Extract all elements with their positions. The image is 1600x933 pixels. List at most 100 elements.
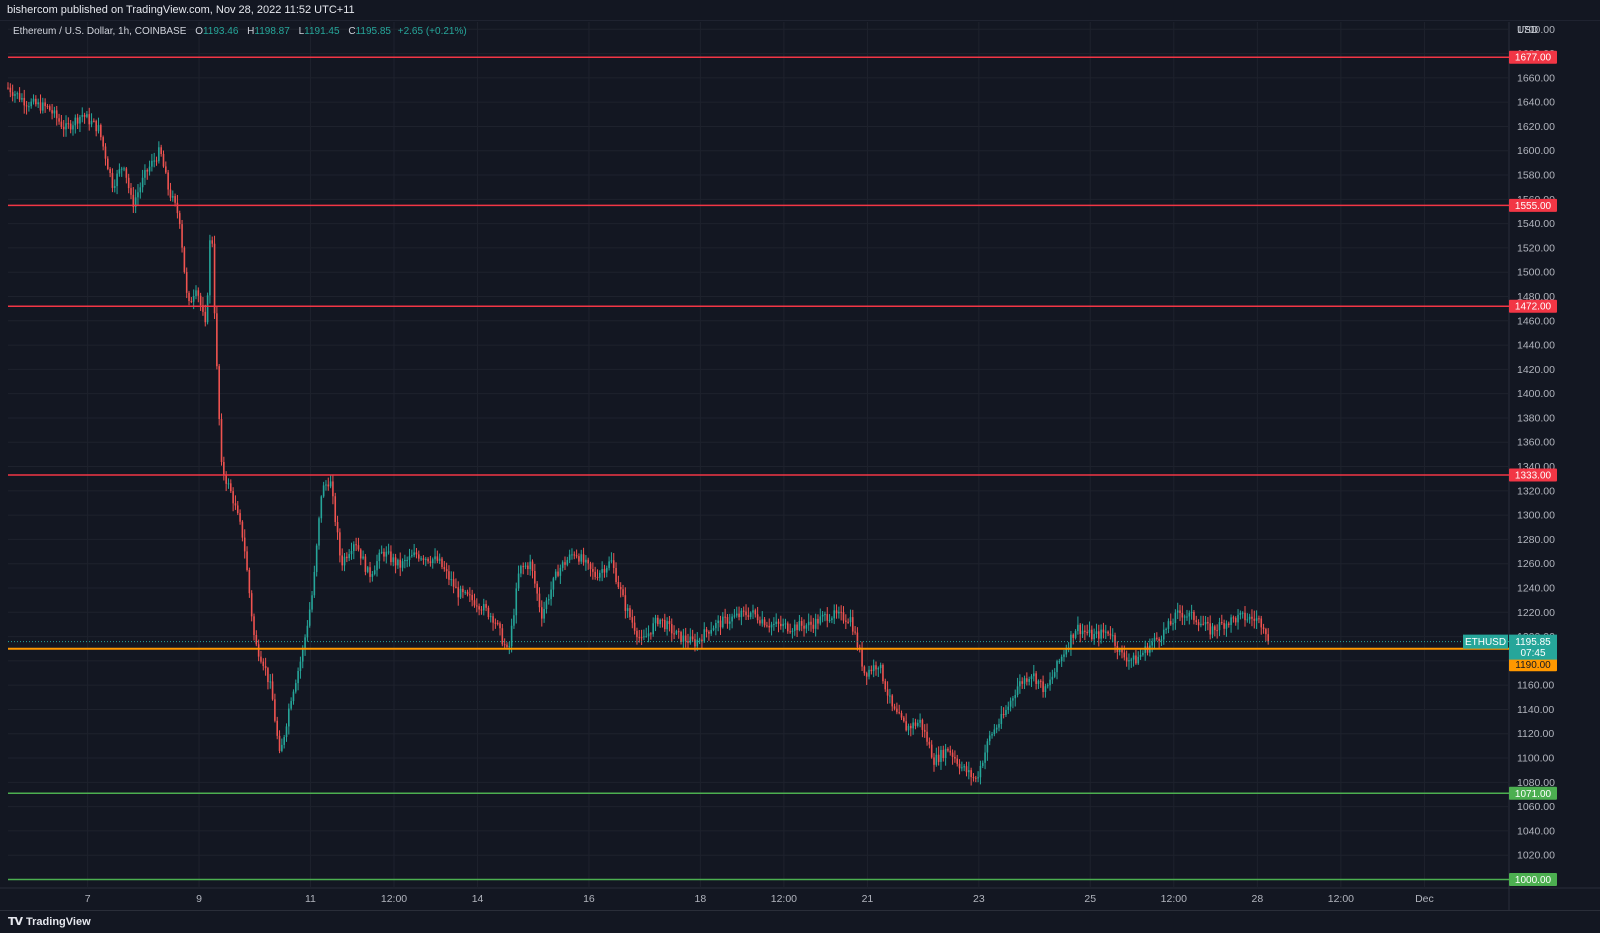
candle-up: [450, 571, 453, 587]
candle-up: [545, 597, 548, 614]
candle-body: [125, 168, 128, 178]
candle-body: [828, 619, 831, 621]
candle-down: [668, 615, 671, 632]
candle-body: [540, 607, 543, 619]
candle-body: [845, 620, 847, 622]
candle-down: [886, 681, 889, 704]
y-tick-label: 1460.00: [1517, 315, 1555, 327]
candle-body: [1033, 673, 1035, 677]
candle-down: [930, 740, 933, 759]
candle-body: [1088, 629, 1091, 634]
candle-body: [322, 485, 325, 497]
candle-down: [661, 618, 664, 628]
candle-body: [25, 105, 28, 107]
candle-down: [211, 236, 214, 248]
candle-body: [14, 94, 16, 96]
candle-down: [1260, 615, 1263, 635]
candle-body: [861, 649, 863, 667]
candle-up: [144, 164, 146, 186]
candle-down: [441, 556, 443, 570]
candle-body: [1207, 621, 1209, 624]
candle-up: [81, 107, 84, 123]
candle-body: [789, 631, 791, 633]
candle-up: [554, 569, 557, 581]
candle-down: [851, 609, 854, 636]
candle-up: [773, 617, 775, 631]
candle-up: [1248, 613, 1251, 624]
level-label-bg: [1509, 299, 1557, 313]
candle-down: [865, 671, 868, 686]
tradingview-brand[interactable]: 𝗧𝗩 TradingView: [8, 915, 91, 929]
candle-body: [46, 106, 49, 108]
candle-body: [529, 561, 531, 570]
symbol-tag-bg: [1463, 634, 1508, 649]
candle-down: [974, 775, 977, 783]
candle-body: [756, 614, 759, 621]
candle-up: [139, 182, 142, 199]
candle-body: [698, 639, 701, 641]
candle-body: [617, 582, 620, 587]
candle-up: [961, 761, 963, 772]
candle-body: [520, 566, 522, 574]
candle-body: [538, 593, 541, 608]
candle-up: [320, 495, 323, 523]
candle-up: [559, 564, 562, 584]
candle-body: [478, 606, 480, 610]
candle-body: [1181, 613, 1184, 618]
candle-up: [1211, 623, 1214, 639]
candle-body: [954, 756, 956, 759]
countdown-label: 07:45: [1520, 648, 1545, 659]
candle-body: [594, 571, 596, 577]
candle-body: [793, 624, 796, 631]
candle-body: [1232, 617, 1235, 619]
candle-down: [540, 600, 543, 627]
candle-body: [761, 619, 764, 624]
candle-down: [369, 561, 371, 583]
candle-up: [285, 723, 288, 742]
candle-down: [76, 113, 79, 130]
candle-up: [281, 738, 283, 753]
candle-body: [988, 735, 991, 742]
candle-body: [552, 578, 555, 590]
candle-body: [819, 616, 822, 624]
candle-up: [392, 553, 395, 567]
candle-up: [993, 724, 996, 737]
candle-up: [16, 91, 19, 99]
candle-up: [1239, 610, 1242, 620]
candle-up: [1183, 614, 1186, 626]
candle-body: [592, 568, 594, 572]
symbol-label[interactable]: Ethereum / U.S. Dollar, 1h, COINBASE: [13, 26, 187, 37]
candle-body: [1253, 618, 1256, 621]
candle-up: [288, 703, 290, 735]
candle-body: [120, 168, 123, 170]
candle-body: [547, 599, 550, 601]
candle-body: [631, 617, 634, 623]
candle-down: [777, 618, 780, 633]
candle-body: [803, 625, 805, 629]
candle-body: [800, 621, 803, 626]
candle-body: [643, 636, 645, 638]
candle-down: [167, 169, 169, 196]
candle-up: [710, 621, 713, 636]
candle-down: [847, 618, 849, 624]
candle-body: [1244, 612, 1246, 621]
candle-down: [1158, 637, 1160, 649]
candle-up: [666, 617, 668, 636]
candle-down: [742, 606, 745, 617]
candle-body: [940, 749, 942, 762]
candle-down: [190, 296, 193, 304]
candle-body: [677, 631, 680, 633]
candle-down: [629, 605, 631, 621]
candle-down: [162, 150, 165, 168]
candle-down: [51, 103, 53, 120]
candle-body: [21, 97, 23, 100]
candle-body: [1227, 623, 1230, 625]
candle-down: [1202, 615, 1205, 626]
candle-body: [1118, 649, 1121, 653]
candle-body: [401, 561, 404, 568]
candle-down: [854, 626, 856, 635]
candle-up: [1241, 611, 1244, 619]
candle-body: [847, 621, 849, 623]
candle-up: [113, 179, 116, 193]
